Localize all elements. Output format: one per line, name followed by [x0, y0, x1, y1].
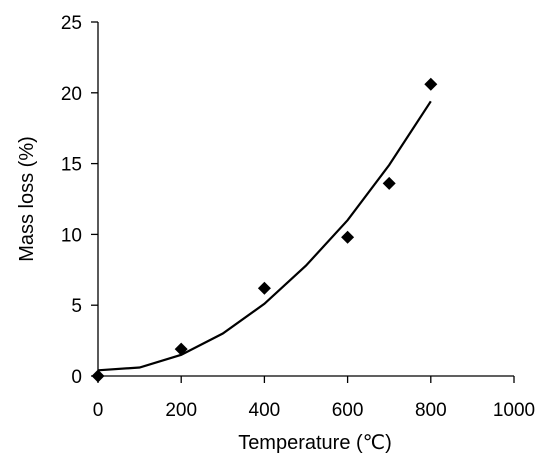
y-tick-label: 0 — [71, 367, 82, 388]
data-point-marker — [382, 176, 396, 190]
y-tick-label: 25 — [61, 13, 82, 34]
x-tick-label: 0 — [93, 400, 104, 421]
data-point-marker — [257, 281, 271, 295]
x-tick-label: 1000 — [493, 400, 535, 421]
data-point-marker — [424, 77, 438, 91]
x-tick-label: 800 — [415, 400, 447, 421]
x-axis-ticks: 0 200 400 600 800 1000 — [93, 376, 535, 421]
y-tick-label: 5 — [71, 296, 82, 317]
data-point-marker — [341, 230, 355, 244]
data-markers — [91, 77, 438, 383]
y-tick-label: 15 — [61, 155, 82, 176]
y-axis-ticks: 0 5 10 15 20 25 — [61, 13, 98, 388]
trendline — [97, 100, 432, 372]
x-tick-label: 600 — [332, 400, 364, 421]
y-tick-label: 20 — [61, 84, 82, 105]
y-tick-label: 10 — [61, 225, 82, 246]
x-axis-title: Temperature (℃) — [238, 432, 392, 454]
y-axis-title: Mass loss (%) — [16, 136, 38, 262]
plot-area: 0 5 10 15 20 25 0 200 400 600 800 1000 — [61, 13, 535, 421]
data-point-marker — [91, 369, 105, 383]
x-tick-label: 400 — [249, 400, 281, 421]
x-tick-label: 200 — [165, 400, 197, 421]
data-point-marker — [174, 342, 188, 356]
